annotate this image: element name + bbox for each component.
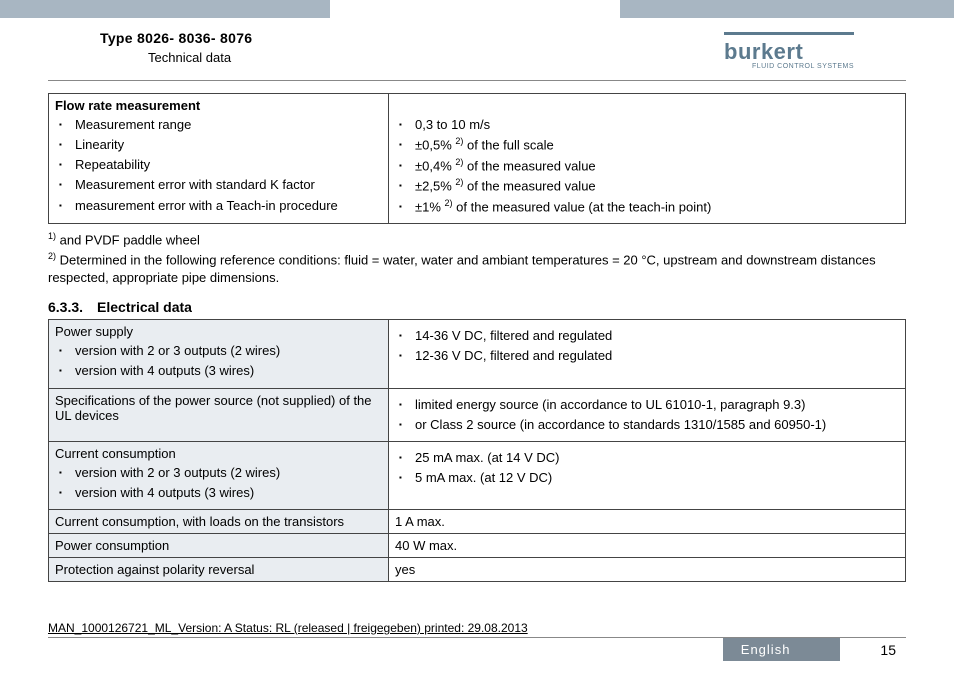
elec-left-cell: Specifications of the power source (not … [49,388,389,441]
page-header: Type 8026- 8036- 8076 Technical data bur… [0,18,954,80]
flow-left-item: measurement error with a Teach-in proced… [71,196,382,216]
footnote-1: 1) and PVDF paddle wheel [48,230,906,250]
elec-left-item: version with 2 or 3 outputs (2 wires) [71,463,382,483]
elec-left-cell: Power supplyversion with 2 or 3 outputs … [49,320,389,388]
page-footer: MAN_1000126721_ML_Version: A Status: RL … [0,617,954,673]
electrical-table: Power supplyversion with 2 or 3 outputs … [48,319,906,582]
elec-left-item: version with 2 or 3 outputs (2 wires) [71,341,382,361]
flow-right-list: 0,3 to 10 m/s±0,5% 2) of the full scale±… [395,115,899,217]
elec-right-item: limited energy source (in accordance to … [411,395,899,415]
footnote-2: 2) Determined in the following reference… [48,250,906,288]
elec-left-cell: Protection against polarity reversal [49,558,389,582]
elec-left-cell: Current consumption, with loads on the t… [49,510,389,534]
elec-left-cell: Power consumption [49,534,389,558]
flow-right-item: ±2,5% 2) of the measured value [411,176,899,196]
flow-right-item: 0,3 to 10 m/s [411,115,899,135]
elec-right-item: 12-36 V DC, filtered and regulated [411,346,899,366]
elec-right-item: 5 mA max. (at 12 V DC) [411,468,899,488]
elec-right-cell: 25 mA max. (at 14 V DC)5 mA max. (at 12 … [389,441,906,509]
elec-left-cell: Current consumptionversion with 2 or 3 o… [49,441,389,509]
flow-left-item: Repeatability [71,155,382,175]
flow-left-item: Linearity [71,135,382,155]
flow-left-list: Measurement rangeLinearityRepeatabilityM… [55,115,382,216]
type-line: Type 8026- 8036- 8076 [100,30,252,46]
top-color-bar [0,0,954,18]
flow-rate-table: Flow rate measurement Measurement rangeL… [48,93,906,224]
flow-right-item: ±0,4% 2) of the measured value [411,156,899,176]
man-line: MAN_1000126721_ML_Version: A Status: RL … [0,617,954,637]
elec-right-cell: 40 W max. [389,534,906,558]
elec-right-item: 25 mA max. (at 14 V DC) [411,448,899,468]
flow-table-header: Flow rate measurement [55,98,382,113]
logo-word: burkert [724,39,803,65]
flow-left-item: Measurement error with standard K factor [71,175,382,195]
language-box: English [723,638,841,661]
elec-left-item: version with 4 outputs (3 wires) [71,483,382,503]
elec-right-item: 14-36 V DC, filtered and regulated [411,326,899,346]
elec-right-cell: 1 A max. [389,510,906,534]
flow-right-item: ±1% 2) of the measured value (at the tea… [411,197,899,217]
flow-right-item: ±0,5% 2) of the full scale [411,135,899,155]
elec-right-cell: limited energy source (in accordance to … [389,388,906,441]
header-subtitle: Technical data [100,50,252,65]
section-title: 6.3.3. Electrical data [48,299,906,315]
header-rule [48,80,906,81]
page-number: 15 [880,642,906,658]
flow-left-item: Measurement range [71,115,382,135]
brand-logo: burkert FLUID CONTROL SYSTEMS [724,30,854,70]
elec-right-cell: yes [389,558,906,582]
elec-left-item: version with 4 outputs (3 wires) [71,361,382,381]
footnotes: 1) and PVDF paddle wheel 2) Determined i… [48,230,906,287]
elec-right-item: or Class 2 source (in accordance to stan… [411,415,899,435]
elec-right-cell: 14-36 V DC, filtered and regulated12-36 … [389,320,906,388]
